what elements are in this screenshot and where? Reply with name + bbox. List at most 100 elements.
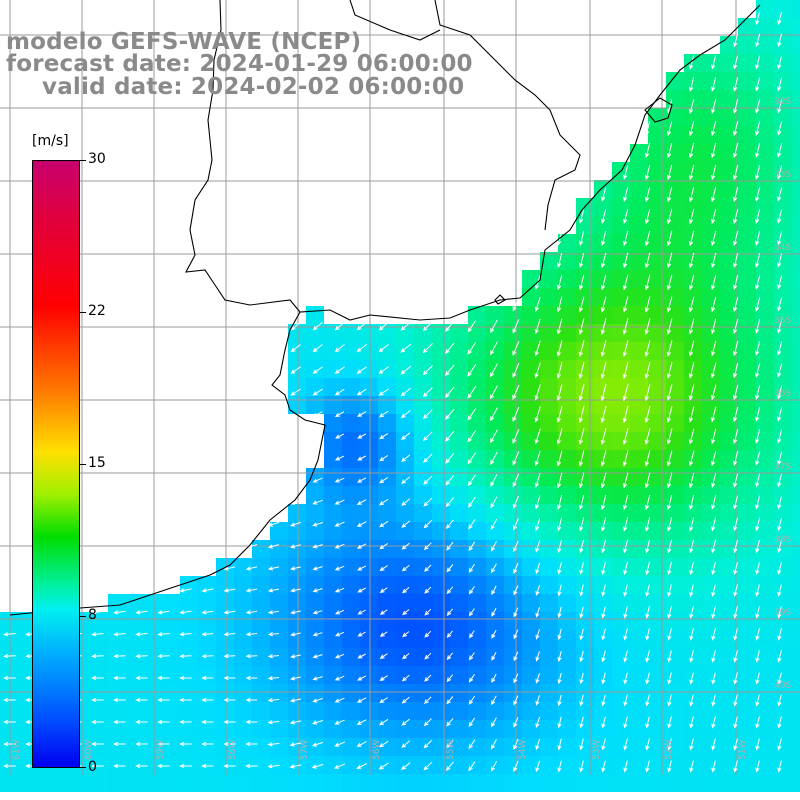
wind-cell	[558, 558, 576, 576]
wind-arrow	[401, 718, 411, 726]
wind-cell	[360, 432, 378, 450]
wind-cell	[756, 126, 774, 144]
wind-cell	[432, 738, 450, 756]
wind-cell	[774, 180, 792, 198]
wind-arrow	[711, 561, 716, 576]
wind-arrow	[556, 296, 563, 313]
wind-cell	[738, 630, 756, 648]
wind-cell	[756, 702, 774, 720]
wind-arrow	[267, 764, 280, 769]
wind-cell	[630, 270, 648, 288]
wind-cell	[396, 396, 414, 414]
wind-cell	[630, 522, 648, 540]
wind-arrow	[645, 716, 650, 729]
latitude-label: 33S	[774, 170, 791, 180]
wind-cell	[522, 684, 540, 702]
wind-arrow	[623, 517, 629, 532]
wind-cell	[666, 594, 684, 612]
wind-arrow	[600, 472, 607, 489]
wind-cell	[648, 378, 666, 396]
wind-arrow	[356, 697, 367, 703]
wind-arrow	[579, 494, 585, 511]
wind-arrow	[623, 606, 628, 619]
wind-cell	[666, 540, 684, 558]
wind-cell	[18, 774, 36, 792]
wind-arrow	[667, 517, 673, 532]
wind-arrow	[644, 383, 651, 402]
wind-cell	[486, 432, 504, 450]
wind-cell	[774, 18, 792, 36]
wind-cell	[702, 234, 720, 252]
wind-arrow	[135, 653, 148, 659]
wind-cell	[396, 378, 414, 396]
wind-cell	[324, 486, 342, 504]
wind-arrow	[688, 186, 695, 203]
wind-cell	[576, 234, 594, 252]
wind-cell	[648, 468, 666, 486]
wind-cell	[684, 648, 702, 666]
wind-arrow	[623, 628, 628, 641]
wind-arrow	[644, 296, 651, 313]
wind-arrow	[601, 650, 606, 663]
wind-cell	[306, 558, 324, 576]
wind-arrow	[468, 496, 476, 508]
wind-arrow	[666, 186, 673, 203]
wind-arrow	[755, 694, 760, 707]
wind-cell	[486, 450, 504, 468]
wind-cell	[576, 720, 594, 738]
wind-arrow	[667, 561, 672, 576]
wind-cell	[756, 612, 774, 630]
wind-arrow	[378, 388, 389, 396]
wind-arrow	[755, 517, 761, 532]
wind-arrow	[312, 344, 323, 353]
wind-cell	[234, 720, 252, 738]
wind-cell	[630, 180, 648, 198]
wind-arrow	[557, 562, 562, 575]
wind-cell	[378, 648, 396, 666]
wind-arrow	[557, 760, 562, 773]
wind-arrow	[290, 388, 301, 396]
wind-cell	[522, 738, 540, 756]
wind-cell	[666, 774, 684, 792]
wind-cell	[612, 360, 630, 378]
wind-cell	[666, 72, 684, 90]
wind-arrow	[113, 697, 126, 703]
wind-arrow	[732, 296, 739, 313]
wind-cell	[648, 666, 666, 684]
wind-arrow	[491, 717, 497, 728]
wind-arrow	[356, 344, 367, 353]
wind-cell	[396, 720, 414, 738]
wind-arrow	[556, 428, 563, 445]
wind-arrow	[467, 363, 477, 377]
wind-arrow	[290, 610, 301, 615]
wind-cell	[144, 702, 162, 720]
wind-cell	[0, 774, 18, 792]
wind-arrow	[91, 653, 104, 659]
wind-cell	[414, 378, 432, 396]
wind-arrow	[601, 694, 606, 707]
wind-cell	[288, 396, 306, 414]
wind-cell	[594, 612, 612, 630]
wind-arrow	[489, 385, 498, 400]
wind-arrow	[422, 343, 433, 354]
wind-cell	[738, 414, 756, 432]
wind-cell	[216, 612, 234, 630]
wind-cell	[180, 684, 198, 702]
wind-cell	[630, 576, 648, 594]
wind-cell	[576, 648, 594, 666]
wind-cell	[234, 666, 252, 684]
wind-cell	[432, 432, 450, 450]
wind-arrow	[645, 650, 650, 663]
wind-arrow	[3, 632, 16, 637]
wind-arrow	[755, 539, 760, 554]
wind-cell	[216, 684, 234, 702]
wind-arrow	[755, 55, 761, 70]
wind-cell	[738, 774, 756, 792]
wind-cell	[630, 252, 648, 270]
wind-arrow	[623, 165, 629, 180]
wind-arrow	[157, 719, 170, 725]
wind-arrow	[91, 610, 104, 615]
wind-cell	[180, 738, 198, 756]
wind-arrow	[422, 365, 433, 376]
